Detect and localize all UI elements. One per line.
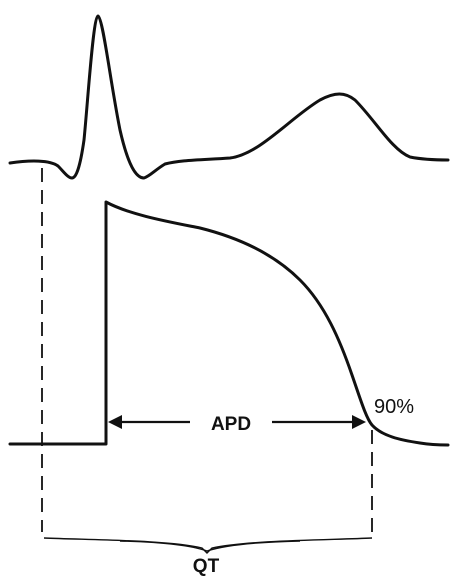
qt-brace-inner xyxy=(119,540,301,552)
apd-arrowhead-left xyxy=(108,415,122,429)
percent-90-label: 90% xyxy=(374,396,414,418)
qt-brace xyxy=(43,537,373,554)
apd-double-arrow xyxy=(108,415,366,429)
apd-arrowhead-right xyxy=(352,415,366,429)
ecg-trace xyxy=(8,14,450,180)
apd-label: APD xyxy=(211,414,251,435)
qt-label: QT xyxy=(193,556,220,577)
action-potential-trace xyxy=(8,200,450,447)
